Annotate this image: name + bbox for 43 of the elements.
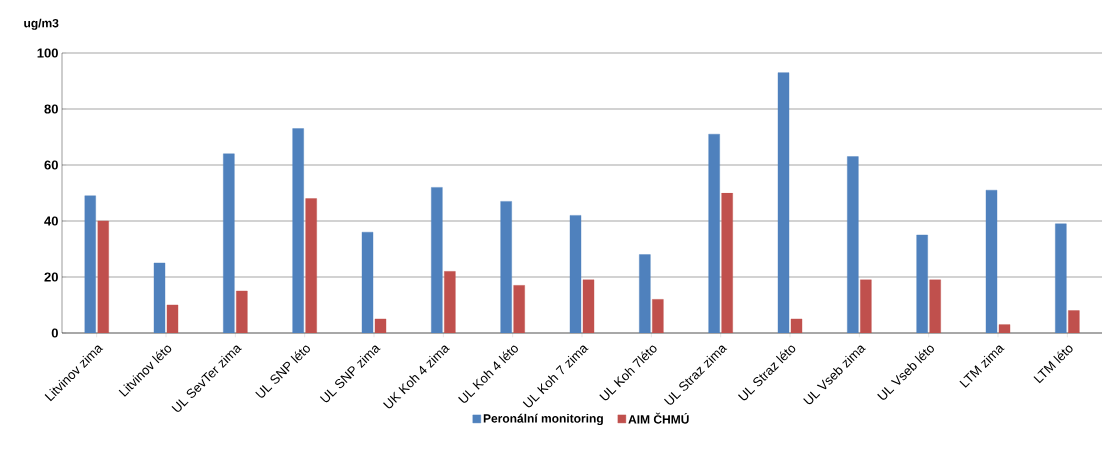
bar: [236, 290, 248, 333]
y-tick-label: 20: [44, 272, 58, 282]
bar: [513, 285, 525, 333]
bar: [790, 318, 803, 333]
bar: [1068, 310, 1080, 333]
bar: [305, 198, 317, 333]
y-tick-label: 0: [51, 328, 58, 338]
bar: [292, 128, 304, 333]
bar: [444, 271, 456, 333]
bar: [582, 279, 595, 333]
bar: [998, 324, 1011, 333]
bar: [847, 156, 859, 333]
bar: [985, 190, 998, 333]
bar: [166, 304, 179, 333]
y-tick-label: 60: [44, 160, 58, 170]
bar: [500, 201, 512, 333]
bar: [777, 72, 790, 333]
legend-label: Peronální monitoring: [483, 413, 603, 426]
bar: [223, 153, 235, 333]
y-tick-label: 80: [44, 104, 58, 114]
bar: [361, 232, 374, 333]
y-axis-title: ug/m3: [24, 18, 59, 30]
bar: [153, 262, 166, 333]
x-tick-label: UL Koh 4 léto: [458, 345, 518, 403]
legend-label: AIM ČHMÚ: [628, 412, 689, 424]
bar: [97, 220, 109, 333]
bar: [1055, 223, 1067, 333]
bar: [652, 299, 664, 333]
bar: [860, 279, 872, 333]
x-tick-label: UL Koh 7léto: [599, 345, 657, 401]
bar: [431, 187, 443, 333]
bar: [84, 195, 96, 333]
bar: [639, 254, 651, 333]
y-tick-label: 40: [44, 216, 58, 226]
bar: [374, 318, 387, 333]
bar: [569, 215, 582, 333]
x-tick-label: LTM léto: [1033, 345, 1073, 384]
x-tick-label: UL Vseb léto: [877, 345, 934, 400]
bar: [708, 134, 720, 333]
bar: [721, 192, 733, 333]
y-tick-label: 100: [37, 48, 58, 58]
bar: [929, 279, 941, 333]
bar: [916, 234, 928, 333]
